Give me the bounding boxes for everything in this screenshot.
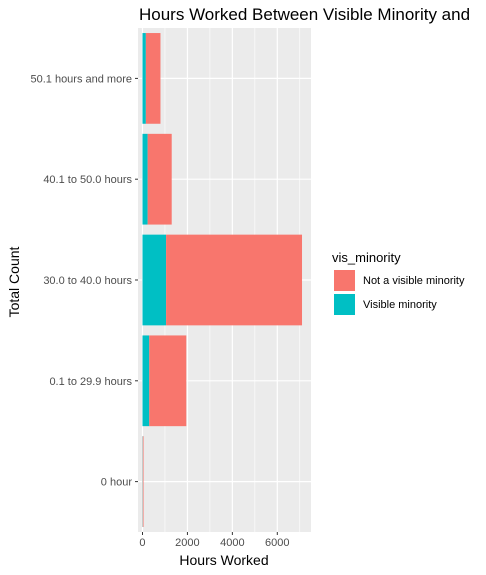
legend-key — [334, 270, 355, 291]
x-tick-label: 4000 — [220, 537, 244, 549]
bar — [142, 33, 146, 124]
bar — [142, 133, 148, 225]
legend-label: Not a visible minority — [363, 275, 465, 287]
y-tick-label: 0 hour — [101, 477, 133, 489]
x-tick-label: 0 — [139, 537, 145, 549]
y-axis-title: Total Count — [6, 246, 22, 317]
y-tick-label: 50.1 hours and more — [30, 73, 132, 85]
y-tick-label: 30.0 to 40.0 hours — [43, 275, 132, 287]
legend-items: Not a visible minority Visible minority — [334, 270, 465, 315]
bar — [142, 234, 167, 326]
legend-label: Visible minority — [363, 299, 437, 311]
y-axis: 0 hour 0.1 to 29.9 hours 30.0 to 40.0 hour… — [30, 73, 138, 489]
chart-title: Hours Worked Between Visible Minority an… — [139, 5, 470, 24]
legend: vis_minority Not a visible minority Visib… — [332, 250, 465, 315]
y-tick-label: 0.1 to 29.9 hours — [49, 376, 132, 388]
bar — [166, 234, 303, 326]
bar — [149, 335, 187, 427]
bar — [142, 335, 150, 427]
bar — [145, 33, 161, 124]
x-tick-label: 6000 — [265, 537, 289, 549]
legend-title: vis_minority — [332, 250, 401, 265]
bar — [147, 133, 172, 225]
y-tick-label: 40.1 to 50.0 hours — [43, 174, 132, 186]
x-axis-title: Hours Worked — [179, 552, 268, 568]
bar — [142, 436, 144, 527]
bars — [142, 33, 303, 527]
legend-key — [334, 294, 355, 315]
x-axis: 0 2000 4000 6000 — [139, 532, 290, 549]
x-tick-label: 2000 — [175, 537, 199, 549]
